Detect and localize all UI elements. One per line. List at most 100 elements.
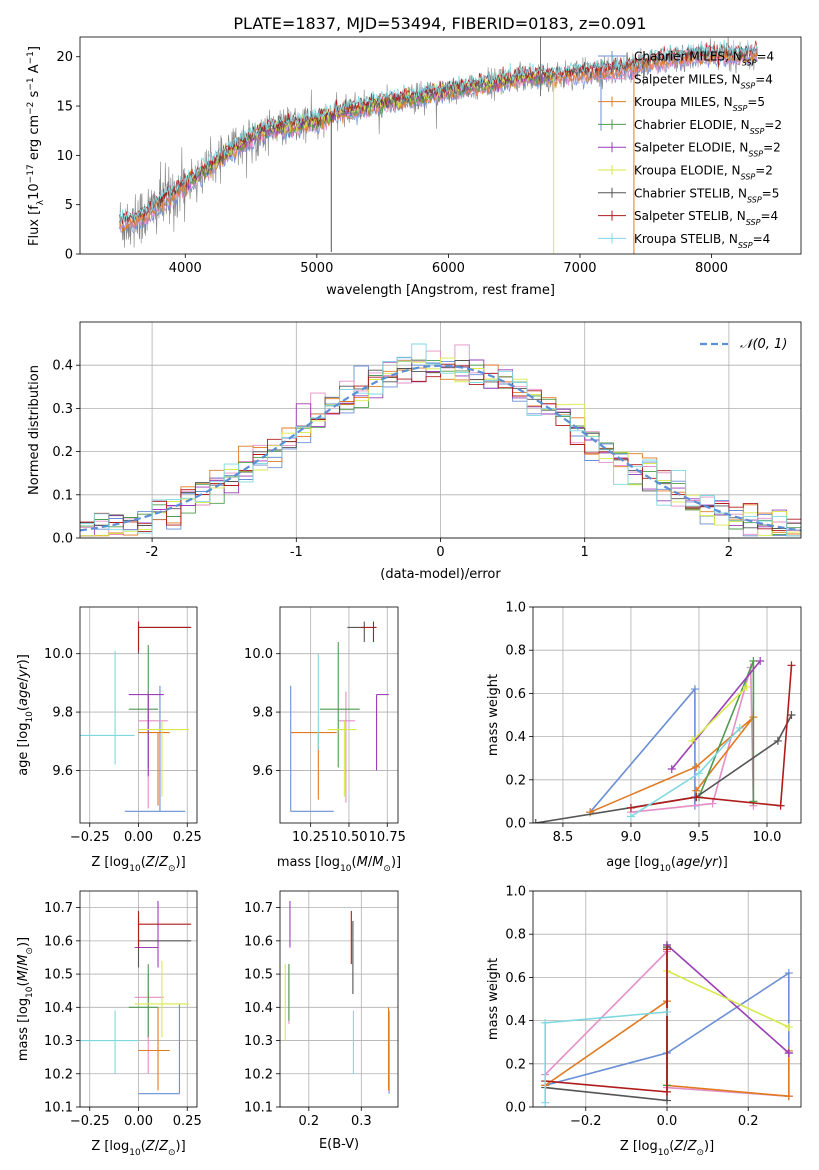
mass-weight-series-line <box>666 970 790 1028</box>
age_vs_mass-ytick-label: 10.0 <box>244 647 273 662</box>
mass-weight-series-line <box>671 660 761 770</box>
mass_vs_ebv-ytick-label: 10.6 <box>244 934 273 949</box>
mass_weight_vs_age-xlabel: age [log10(age/yr)] <box>606 855 728 874</box>
legend-label: Kroupa STELIB, NSSP=4 <box>634 232 770 250</box>
spectrum-axes: 4000 5000 6000 7000 8000 0 5 10 15 20 <box>56 36 802 276</box>
figure-title: PLATE=1837, MJD=53494, FIBERID=0183, z=0… <box>233 14 646 33</box>
mass-weight-series-line <box>544 971 790 1097</box>
histogram-series <box>80 343 801 537</box>
age_vs_mass-xtick-label: 10.75 <box>369 830 406 845</box>
residuals-xtick-label: -2 <box>146 545 159 560</box>
age_vs_mass-frame <box>279 606 399 824</box>
mass-weight-marker <box>688 736 697 745</box>
spectrum-model-line <box>184 69 554 191</box>
mass_weight_vs_Z-xlabel: Z [log10(Z/Z⊙)] <box>620 1139 714 1158</box>
mass-weight-marker <box>663 1007 671 1016</box>
mass_vs_Z-ytick-label: 10.2 <box>44 1067 73 1082</box>
age_vs_mass-ytick-label: 9.8 <box>252 706 273 721</box>
mass_weight_vs_Z-ylabel: mass weight <box>486 958 501 1040</box>
legend-label: Kroupa ELODIE, NSSP=2 <box>634 164 773 182</box>
mass_weight_vs_age-ytick-label: 1.0 <box>505 601 526 616</box>
mass_vs_ebv-xtick-label: 0.2 <box>299 1114 320 1129</box>
spectrum-ytick-label: 10 <box>56 149 73 164</box>
mass_vs_ebv-plot-area <box>284 900 390 1094</box>
mass-weight-marker <box>626 803 635 812</box>
residuals-ytick-label: 0.4 <box>52 359 73 374</box>
mass-weight-marker <box>787 661 796 670</box>
mass-weight-marker <box>663 1087 671 1096</box>
mass_weight_vs_Z-ytick-label: 0.6 <box>505 971 526 986</box>
mass_vs_Z-ytick-label: 10.4 <box>44 1001 73 1016</box>
residuals-xtick-label: 2 <box>725 545 733 560</box>
mass_weight_vs_Z-ytick-label: 0.0 <box>505 1101 526 1116</box>
mass-weight-marker <box>626 812 635 821</box>
mass_weight_vs_age-plot-area <box>533 657 796 823</box>
mass_weight_vs_age-ytick-label: 0.0 <box>505 817 526 832</box>
legend-label: Chabrier MILES, NSSP=4 <box>634 50 774 68</box>
mass_weight_vs_age-ytick-label: 0.2 <box>505 773 526 788</box>
mass-weight-marker <box>756 657 765 665</box>
mass_vs_ebv-frame <box>279 890 399 1108</box>
mass_weight_vs_age-ytick-label: 0.4 <box>505 730 526 745</box>
residuals-ylabel: Normed distribution <box>27 365 42 495</box>
mass-weight-marker <box>784 1023 793 1032</box>
age_vs_Z-axes: −0.25 0.00 0.25 9.6 9.8 10.0 <box>44 606 202 845</box>
mass_vs_Z-ytick-label: 10.3 <box>44 1034 73 1049</box>
mass_weight_vs_Z-plot-area <box>541 941 793 1107</box>
mass_vs_Z-plot-area <box>80 900 192 1095</box>
mass-weight-marker <box>692 762 701 771</box>
histogram-series <box>80 364 801 537</box>
mass-weight-marker <box>749 657 758 665</box>
mass_weight_vs_age-xtick-label: 8.5 <box>553 830 574 845</box>
age_vs_Z-xlabel: Z [log10(Z/Z⊙)] <box>91 855 185 874</box>
residuals-xtick-label: 0 <box>436 545 444 560</box>
age_vs_Z-xtick-label: 0.00 <box>124 830 153 845</box>
mass-weight-series-line <box>698 660 755 802</box>
age_vs_Z-frame <box>79 606 198 824</box>
spectrum-legend: Chabrier MILES, NSSP=4 Salpeter MILES, NS… <box>598 50 782 250</box>
spectrum-model-line <box>119 39 758 225</box>
mass-weight-marker <box>667 765 676 773</box>
mass_weight_vs_Z-ytick-label: 0.8 <box>505 928 526 943</box>
mass_vs_Z-ytick-label: 10.7 <box>44 901 73 916</box>
mass-weight-marker <box>541 1018 550 1027</box>
residuals-legend-label: 𝒩(0, 1) <box>740 337 787 352</box>
residuals-xtick-label: -1 <box>290 545 303 560</box>
normal-reference-curve <box>80 364 801 532</box>
residuals-xtick-label: 1 <box>581 545 589 560</box>
mass_weight_vs_Z-xtick-label: −0.2 <box>570 1114 602 1129</box>
spectrum-xtick-label: 6000 <box>432 261 465 276</box>
mass_weight_vs_age-xtick-label: 9.0 <box>621 830 642 845</box>
legend-label: Chabrier ELODIE, NSSP=2 <box>634 118 782 136</box>
spectrum-model-line <box>119 40 758 224</box>
age_vs_mass-xtick-label: 10.25 <box>292 830 329 845</box>
mass_weight_vs_Z-axes: −0.2 0.0 0.2 0.0 0.2 0.4 0.6 0.8 1.0 <box>505 885 802 1129</box>
mass_weight_vs_Z-xtick-label: 0.0 <box>657 1114 678 1129</box>
spectrum-xtick-label: 5000 <box>300 261 333 276</box>
spectrum-xtick-label: 4000 <box>169 261 202 276</box>
legend-label: Salpeter MILES, NSSP=4 <box>634 72 773 90</box>
mass-weight-series-line <box>691 686 748 742</box>
mass_weight_vs_Z-frame <box>532 890 802 1108</box>
age_vs_mass-xlabel: mass [log10(M/M⊙)] <box>277 855 401 874</box>
mass-weight-marker <box>663 945 671 954</box>
mass_vs_ebv-ytick-label: 10.7 <box>244 901 273 916</box>
mass_vs_ebv-ytick-label: 10.4 <box>244 1001 273 1016</box>
spectrum-ytick-label: 5 <box>65 198 73 213</box>
spectrum-frame <box>79 36 802 255</box>
mass-weight-marker <box>694 769 703 778</box>
spectrum-xtick-label: 8000 <box>695 261 728 276</box>
mass_vs_Z-ytick-label: 10.5 <box>44 968 73 983</box>
mass_weight_vs_age-xtick-label: 9.5 <box>689 830 710 845</box>
mass-weight-series-line <box>630 665 793 809</box>
residuals-ytick-label: 0.0 <box>52 532 73 547</box>
residuals-plot-area <box>80 343 801 537</box>
mass-weight-marker <box>690 685 699 694</box>
mass-weight-marker <box>735 723 744 732</box>
mass_vs_Z-ylabel: mass [log10(M/M⊙)] <box>16 937 35 1061</box>
residuals-frame <box>79 321 802 539</box>
mass-weight-series-line <box>589 686 696 813</box>
mass-weight-marker <box>784 969 793 978</box>
